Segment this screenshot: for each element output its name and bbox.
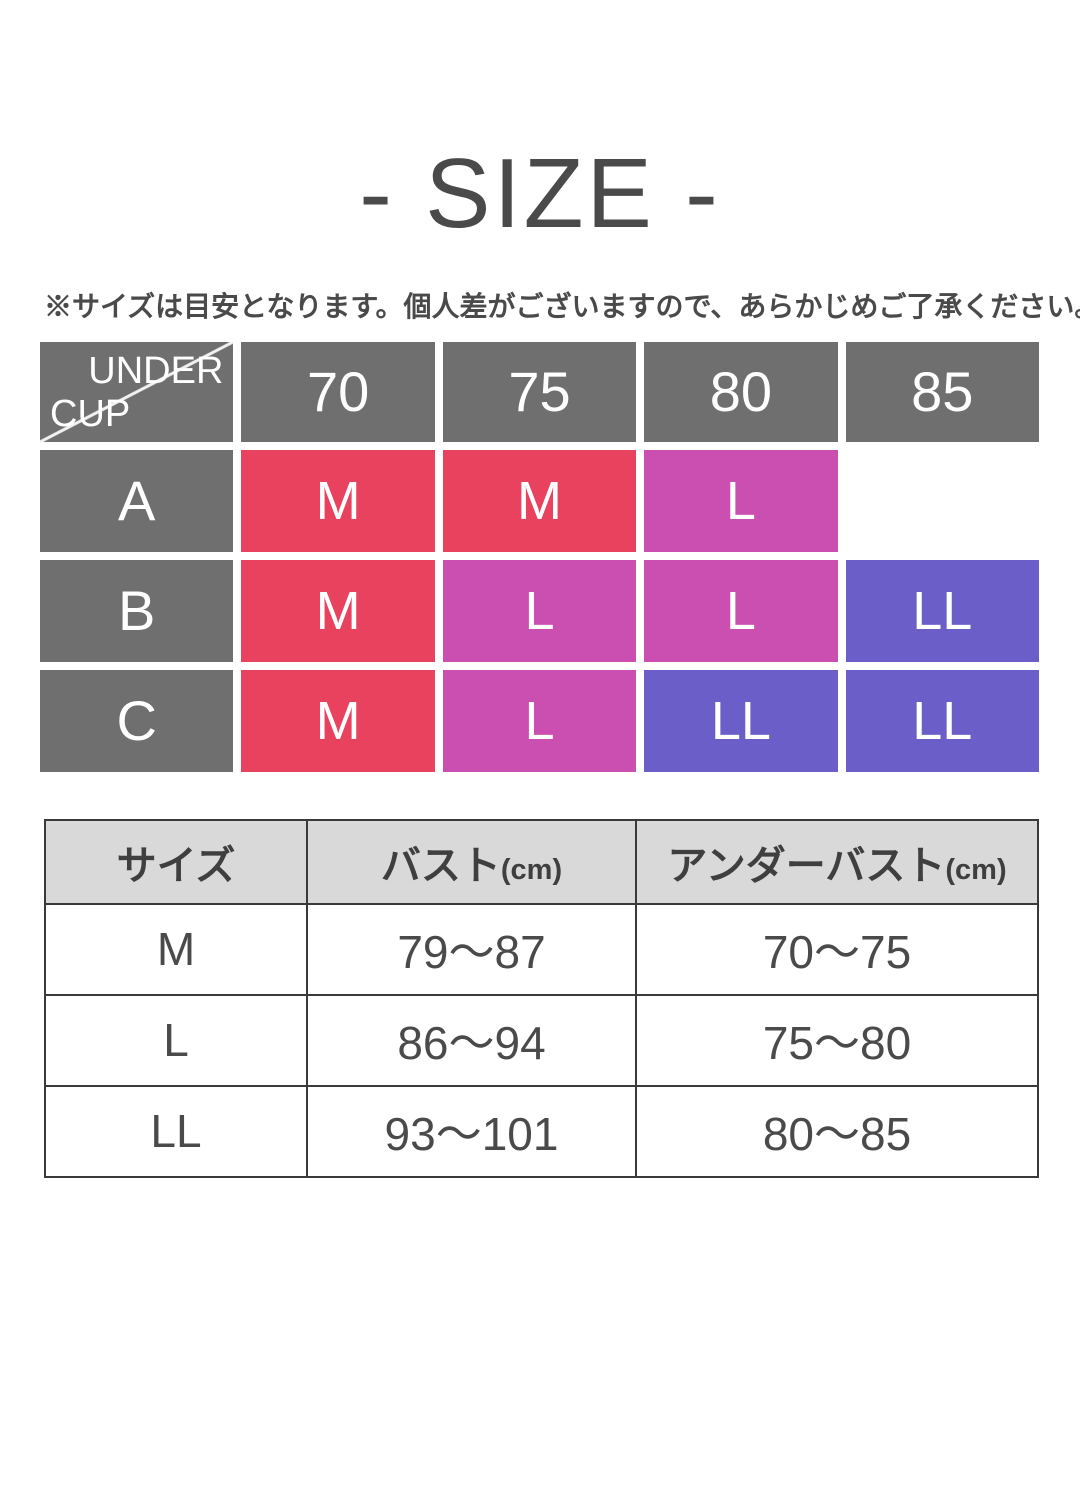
matrix-col-header-70: 70 xyxy=(241,341,435,442)
matrix-cell-b-70: M xyxy=(241,559,435,662)
col-header-underbust: アンダーバスト(cm) xyxy=(635,818,1039,905)
measurements-table: サイズ バスト(cm) アンダーバスト(cm) M 79〜87 70〜75 L … xyxy=(44,818,1039,1178)
col-header-size-label: サイズ xyxy=(116,843,236,888)
matrix-col-header-80: 80 xyxy=(644,341,838,442)
corner-under-label: UNDER xyxy=(88,349,224,392)
measurements-header-row: サイズ バスト(cm) アンダーバスト(cm) xyxy=(44,818,1039,905)
col-header-underbust-label: アンダーバスト xyxy=(667,843,946,888)
page: - SIZE - ※サイズは目安となります。個人差がございますので、あらかじめご… xyxy=(0,142,1080,1178)
matrix-row-header-b: B xyxy=(40,559,234,662)
matrix-corner-cell: UNDER CUP xyxy=(40,341,234,442)
col-header-bust-label: バスト xyxy=(380,843,501,888)
page-title: - SIZE - xyxy=(359,138,721,248)
matrix-cell-c-80: LL xyxy=(644,669,838,772)
matrix-cell-c-70: M xyxy=(241,669,435,772)
bust-cell-l: 86〜94 xyxy=(306,993,637,1087)
underbust-cell-ll: 80〜85 xyxy=(635,1084,1039,1178)
matrix-cell-a-75: M xyxy=(442,449,637,552)
matrix-col-header-85: 85 xyxy=(845,341,1039,442)
matrix-cell-c-75: L xyxy=(442,669,637,772)
table-row: LL 93〜101 80〜85 xyxy=(44,1084,1039,1178)
cup-under-size-matrix: UNDER CUP 70 75 80 85 A M M L B M L L LL… xyxy=(40,341,1039,772)
matrix-cell-b-80: L xyxy=(644,559,838,662)
size-cell-ll: LL xyxy=(44,1084,308,1178)
matrix-cell-c-85: LL xyxy=(845,669,1039,772)
underbust-cell-l: 75〜80 xyxy=(635,993,1039,1087)
size-cell-l: L xyxy=(44,993,308,1087)
col-header-underbust-unit: (cm) xyxy=(945,853,1007,886)
matrix-col-header-75: 75 xyxy=(442,341,637,442)
table-row: L 86〜94 75〜80 xyxy=(44,993,1039,1087)
size-cell-m: M xyxy=(44,902,308,996)
matrix-row-header-c: C xyxy=(40,669,234,772)
matrix-cell-a-85 xyxy=(845,449,1039,552)
matrix-cell-a-80: L xyxy=(644,449,838,552)
table-row: M 79〜87 70〜75 xyxy=(44,902,1039,996)
bust-cell-ll: 93〜101 xyxy=(306,1084,637,1178)
matrix-cell-a-70: M xyxy=(241,449,435,552)
matrix-cell-b-75: L xyxy=(442,559,637,662)
underbust-cell-m: 70〜75 xyxy=(635,902,1039,996)
bust-cell-m: 79〜87 xyxy=(306,902,637,996)
disclaimer-text: ※サイズは目安となります。個人差がございますので、あらかじめご了承ください。 xyxy=(44,290,1080,322)
col-header-bust-unit: (cm) xyxy=(500,853,563,886)
corner-cup-label: CUP xyxy=(50,392,131,435)
matrix-row-header-a: A xyxy=(40,449,234,552)
matrix-cell-b-85: LL xyxy=(845,559,1039,662)
col-header-size: サイズ xyxy=(44,818,308,905)
col-header-bust: バスト(cm) xyxy=(306,818,637,905)
